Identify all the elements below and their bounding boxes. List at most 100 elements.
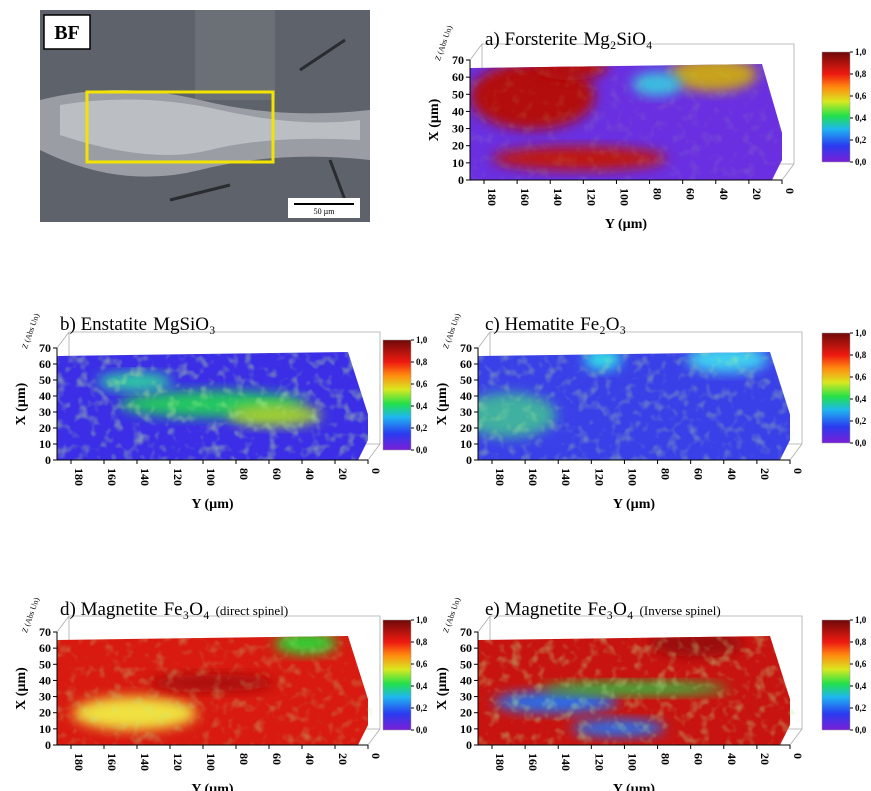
- surface-texture: [57, 352, 368, 460]
- colorbar-tick-label: 0,4: [855, 394, 867, 404]
- y-tick-label: 180: [485, 188, 499, 206]
- surface-texture: [57, 636, 368, 745]
- y-tick-label: 140: [138, 753, 152, 771]
- x-tick-label: 60: [460, 357, 472, 371]
- x-axis-label: X (µm): [14, 382, 29, 425]
- panel: 0 10 20 30 40 50 60 70 180 160 140 120 100 80 60 40 20 0 X…: [14, 596, 428, 791]
- y-tick-label: 0: [791, 468, 805, 474]
- panel-formula: MgSiO₃: [153, 314, 216, 335]
- y-axis-label: Y (µm): [191, 782, 233, 791]
- x-tick-label: 10: [39, 437, 51, 451]
- surface: [57, 636, 368, 745]
- x-tick-label: 50: [39, 657, 51, 671]
- colorbar: [821, 619, 851, 731]
- x-tick-label: 0: [45, 453, 51, 467]
- colorbar-tick-label: 0,0: [855, 157, 867, 167]
- y-tick-label: 20: [758, 468, 772, 480]
- x-tick-label: 30: [39, 405, 51, 419]
- y-tick-label: 160: [526, 753, 540, 771]
- y-tick-label: 100: [617, 188, 631, 206]
- x-tick-label: 50: [460, 373, 472, 387]
- x-axis-label: X (µm): [435, 667, 450, 710]
- y-tick-label: 20: [336, 753, 350, 765]
- colorbar-tick-label: 0,2: [855, 703, 867, 713]
- colorbar-tick-label: 0,6: [416, 659, 428, 669]
- x-tick-label: 40: [460, 389, 472, 403]
- colorbar-tick-label: 0,6: [855, 91, 867, 101]
- colorbar-tick-label: 0,8: [855, 69, 867, 79]
- y-tick-label: 0: [369, 753, 383, 759]
- x-tick-label: 40: [39, 389, 51, 403]
- colorbar-tick-label: 0,0: [416, 445, 428, 455]
- colorbar-tick-label: 0,2: [416, 423, 428, 433]
- y-tick-label: 100: [204, 468, 218, 486]
- x-tick-label: 40: [39, 673, 51, 687]
- y-tick-label: 160: [105, 753, 119, 771]
- y-tick-label: 100: [625, 753, 639, 771]
- y-tick-label: 0: [369, 468, 383, 474]
- colorbar: [821, 51, 851, 163]
- colorbar-tick-label: 0,6: [855, 659, 867, 669]
- panel-note: (direct spinel): [216, 603, 289, 618]
- y-tick-label: 140: [559, 753, 573, 771]
- panel-formula: Fe₃O₄: [164, 599, 210, 620]
- colorbar-tick-label: 1,0: [855, 615, 867, 625]
- colorbar-tick-label: 0,6: [416, 379, 428, 389]
- y-tick-label: 180: [493, 753, 507, 771]
- y-tick-label: 140: [138, 468, 152, 486]
- x-tick-label: 0: [45, 738, 51, 752]
- y-tick-label: 80: [651, 188, 665, 200]
- surface: [470, 64, 782, 180]
- x-tick-label: 60: [452, 70, 464, 84]
- y-tick-label: 180: [72, 753, 86, 771]
- y-tick-label: 140: [559, 468, 573, 486]
- y-tick-label: 120: [592, 468, 606, 486]
- y-tick-label: 180: [72, 468, 86, 486]
- x-tick-label: 50: [452, 87, 464, 101]
- x-tick-label: 70: [452, 53, 464, 67]
- colorbar-tick-label: 0,4: [416, 401, 428, 411]
- roi-box: [85, 90, 275, 164]
- y-axis-label: Y (µm): [613, 782, 655, 791]
- surface: [478, 352, 790, 460]
- x-tick-label: 40: [460, 673, 472, 687]
- y-tick-label: 160: [526, 468, 540, 486]
- x-tick-label: 60: [39, 357, 51, 371]
- colorbar-tick-label: 0,8: [416, 357, 428, 367]
- x-tick-label: 30: [39, 690, 51, 704]
- x-tick-label: 0: [458, 173, 464, 187]
- y-tick-label: 60: [692, 468, 706, 480]
- micrograph: [40, 10, 370, 222]
- x-axis-label: X (µm): [435, 382, 450, 425]
- x-tick-label: 50: [39, 373, 51, 387]
- y-tick-label: 120: [584, 188, 598, 206]
- bf-label: BF: [54, 22, 80, 44]
- y-tick-label: 40: [303, 753, 317, 765]
- colorbar-tick-label: 0,0: [855, 725, 867, 735]
- colorbar-tick-label: 0,8: [855, 350, 867, 360]
- surface: [57, 352, 368, 460]
- colorbar-tick-label: 0,8: [855, 637, 867, 647]
- panel-name: b) Enstatite: [60, 314, 147, 335]
- panel: 0 10 20 30 40 50 60 70 180 160 140 120 100 80 60 40 20 0 X…: [435, 312, 867, 512]
- y-tick-label: 40: [725, 468, 739, 480]
- x-tick-label: 10: [39, 722, 51, 736]
- y-tick-label: 80: [659, 468, 673, 480]
- x-tick-label: 20: [39, 421, 51, 435]
- x-tick-label: 70: [460, 341, 472, 355]
- x-tick-label: 60: [39, 641, 51, 655]
- y-tick-label: 100: [625, 468, 639, 486]
- x-tick-label: 10: [452, 156, 464, 170]
- colorbar: [821, 332, 851, 444]
- y-tick-label: 60: [684, 188, 698, 200]
- y-tick-label: 20: [750, 188, 764, 200]
- panel-formula: Mg₂SiO₄: [583, 29, 652, 50]
- panel-name: c) Hematite: [485, 314, 574, 335]
- colorbar-tick-label: 1,0: [416, 335, 428, 345]
- colorbar: [382, 339, 412, 451]
- panel-formula: Fe₃O₄: [588, 599, 634, 620]
- colorbar-tick-label: 0,2: [416, 703, 428, 713]
- y-axis-label: Y (µm): [605, 217, 647, 232]
- y-tick-label: 120: [171, 753, 185, 771]
- y-tick-label: 120: [171, 468, 185, 486]
